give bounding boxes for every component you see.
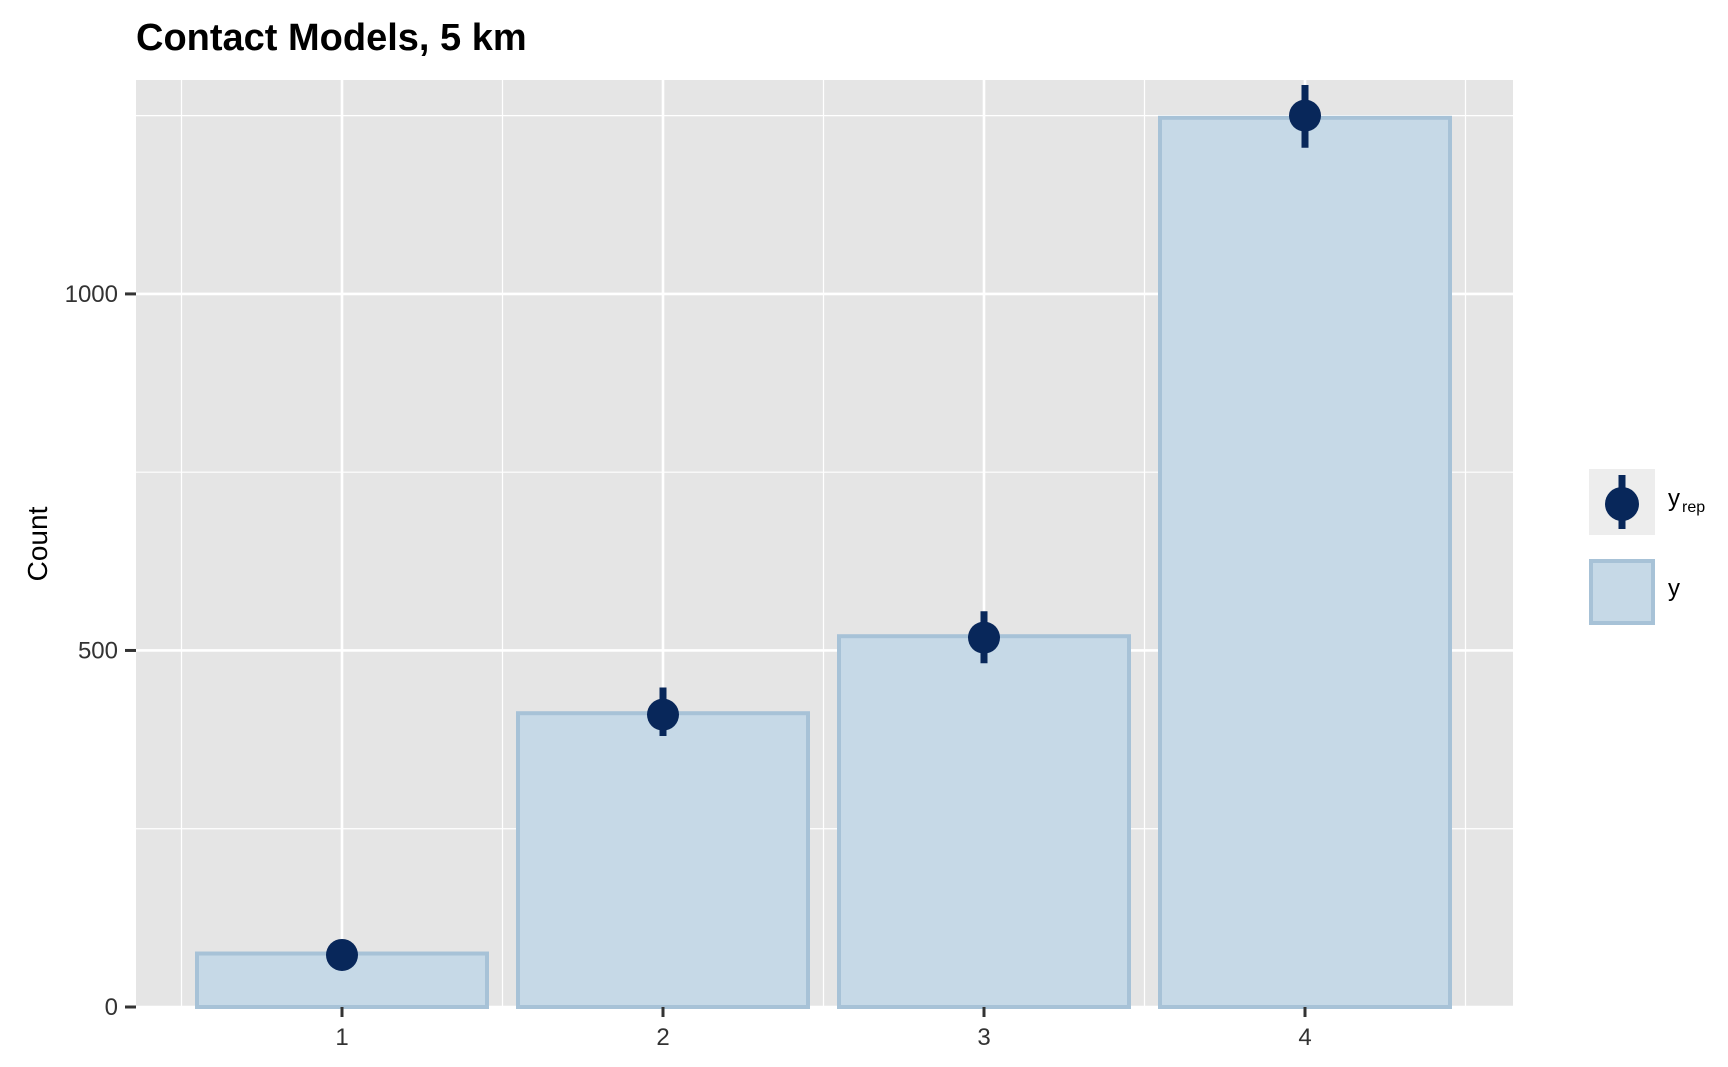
y-axis: 0 500 1000 xyxy=(65,281,136,1021)
minor-gridlines xyxy=(136,80,1513,1007)
legend: y rep y xyxy=(1589,469,1705,625)
yrep-points xyxy=(326,84,1321,971)
x-tick-label: 2 xyxy=(656,1024,669,1051)
legend-point-symbol xyxy=(1605,487,1639,521)
legend-label-subscript: rep xyxy=(1682,499,1705,516)
yrep-point-2 xyxy=(647,698,679,731)
x-tick-label: 1 xyxy=(335,1024,348,1051)
yrep-point-4 xyxy=(1289,99,1321,132)
x-tick-label: 4 xyxy=(1298,1024,1311,1051)
bar-3 xyxy=(837,634,1131,1009)
x-axis: 1 2 3 4 xyxy=(335,1007,1312,1051)
yrep-point-3 xyxy=(968,621,1000,654)
y-tick-label: 1000 xyxy=(65,281,118,308)
y-tick-label: 500 xyxy=(78,637,118,664)
yrep-point-1 xyxy=(326,938,358,971)
bar-4 xyxy=(1158,115,1452,1009)
legend-label: y rep xyxy=(1668,485,1705,516)
bars xyxy=(195,115,1452,1009)
chart-title: Contact Models, 5 km xyxy=(136,17,527,59)
y-tick-label: 0 xyxy=(105,994,118,1021)
legend-bar-symbol xyxy=(1589,559,1655,625)
legend-label: y xyxy=(1668,575,1680,602)
y-axis-title: Count xyxy=(22,506,53,581)
x-tick-label: 3 xyxy=(977,1024,990,1051)
bar-2 xyxy=(516,711,810,1009)
